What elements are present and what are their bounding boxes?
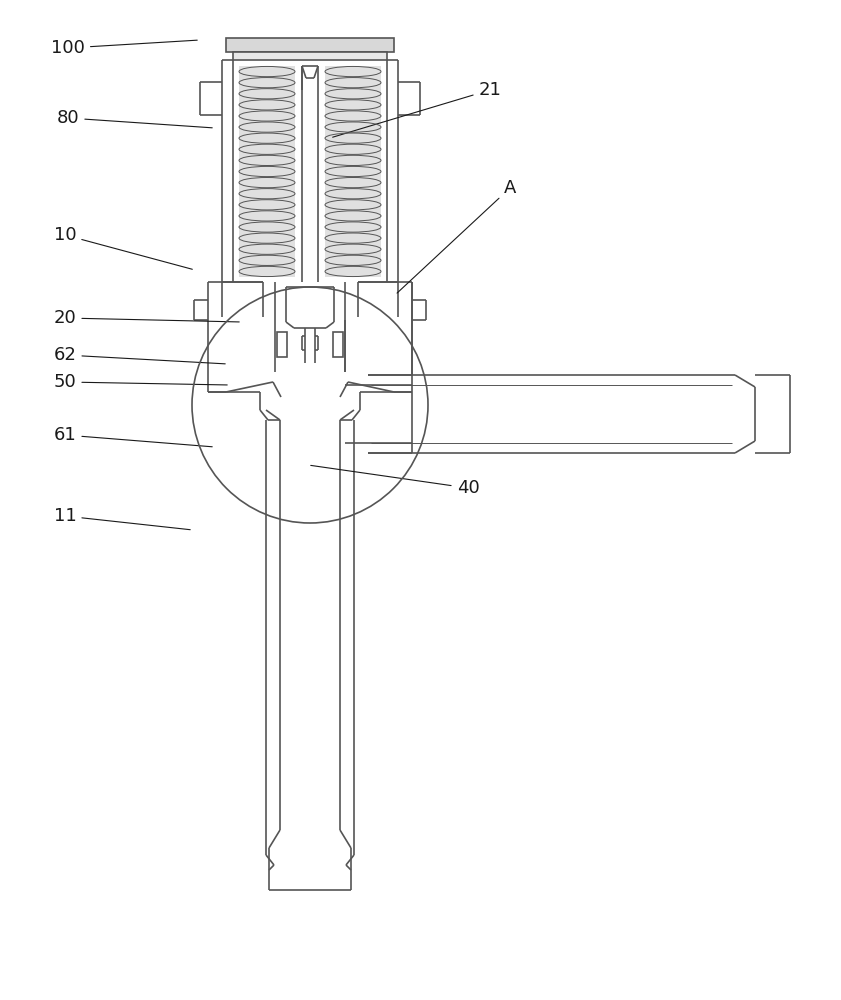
Text: 100: 100 [51, 39, 198, 57]
Text: 50: 50 [54, 373, 227, 391]
Bar [239, 66, 295, 277]
Bar [325, 66, 381, 277]
Bar [333, 332, 343, 357]
Text: 62: 62 [54, 346, 225, 364]
Polygon shape [233, 52, 387, 60]
Text: 40: 40 [310, 465, 479, 497]
Text: 80: 80 [56, 109, 212, 128]
Text: 20: 20 [54, 309, 239, 327]
Bar [277, 332, 287, 357]
Text: 11: 11 [54, 507, 190, 530]
Text: 10: 10 [54, 226, 193, 269]
Text: 61: 61 [54, 426, 212, 447]
Polygon shape [226, 38, 394, 52]
Text: A: A [397, 179, 516, 293]
Text: 21: 21 [333, 81, 501, 137]
